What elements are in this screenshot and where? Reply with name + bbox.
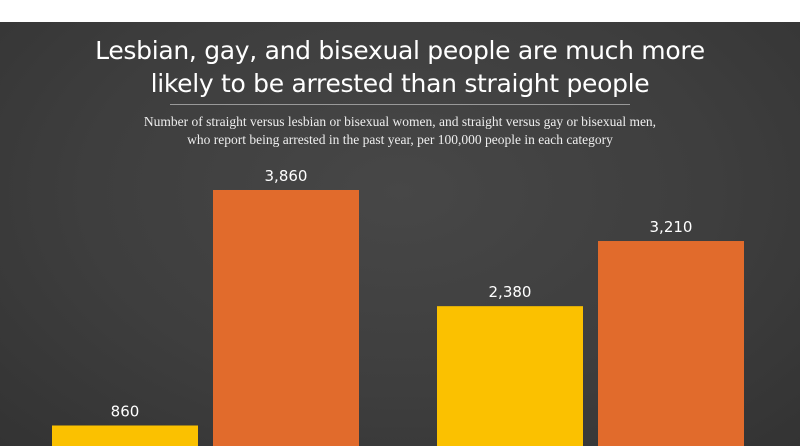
value-label: 2,380 (489, 283, 532, 301)
title-line: likely to be arrested than straight peop… (150, 69, 650, 98)
value-label: 3,210 (650, 218, 693, 236)
chart-title: Lesbian, gay, and bisexual people are mu… (0, 34, 800, 100)
title-line: Lesbian, gay, and bisexual people are mu… (95, 36, 705, 65)
chart-panel: Lesbian, gay, and bisexual people are mu… (0, 22, 800, 446)
bar-2 (213, 189, 359, 446)
subtitle-line: who report being arrested in the past ye… (187, 132, 613, 147)
bar-4 (598, 241, 744, 446)
title-divider (170, 104, 630, 105)
value-label: 3,860 (265, 167, 308, 185)
value-label: 860 (111, 402, 140, 420)
bar-3 (437, 306, 583, 446)
chart-subtitle: Number of straight versus lesbian or bis… (0, 113, 800, 149)
bar-1 (52, 425, 198, 446)
bar-plot: 860 3,860 2,380 3,210 (52, 167, 744, 446)
subtitle-line: Number of straight versus lesbian or bis… (143, 114, 657, 129)
